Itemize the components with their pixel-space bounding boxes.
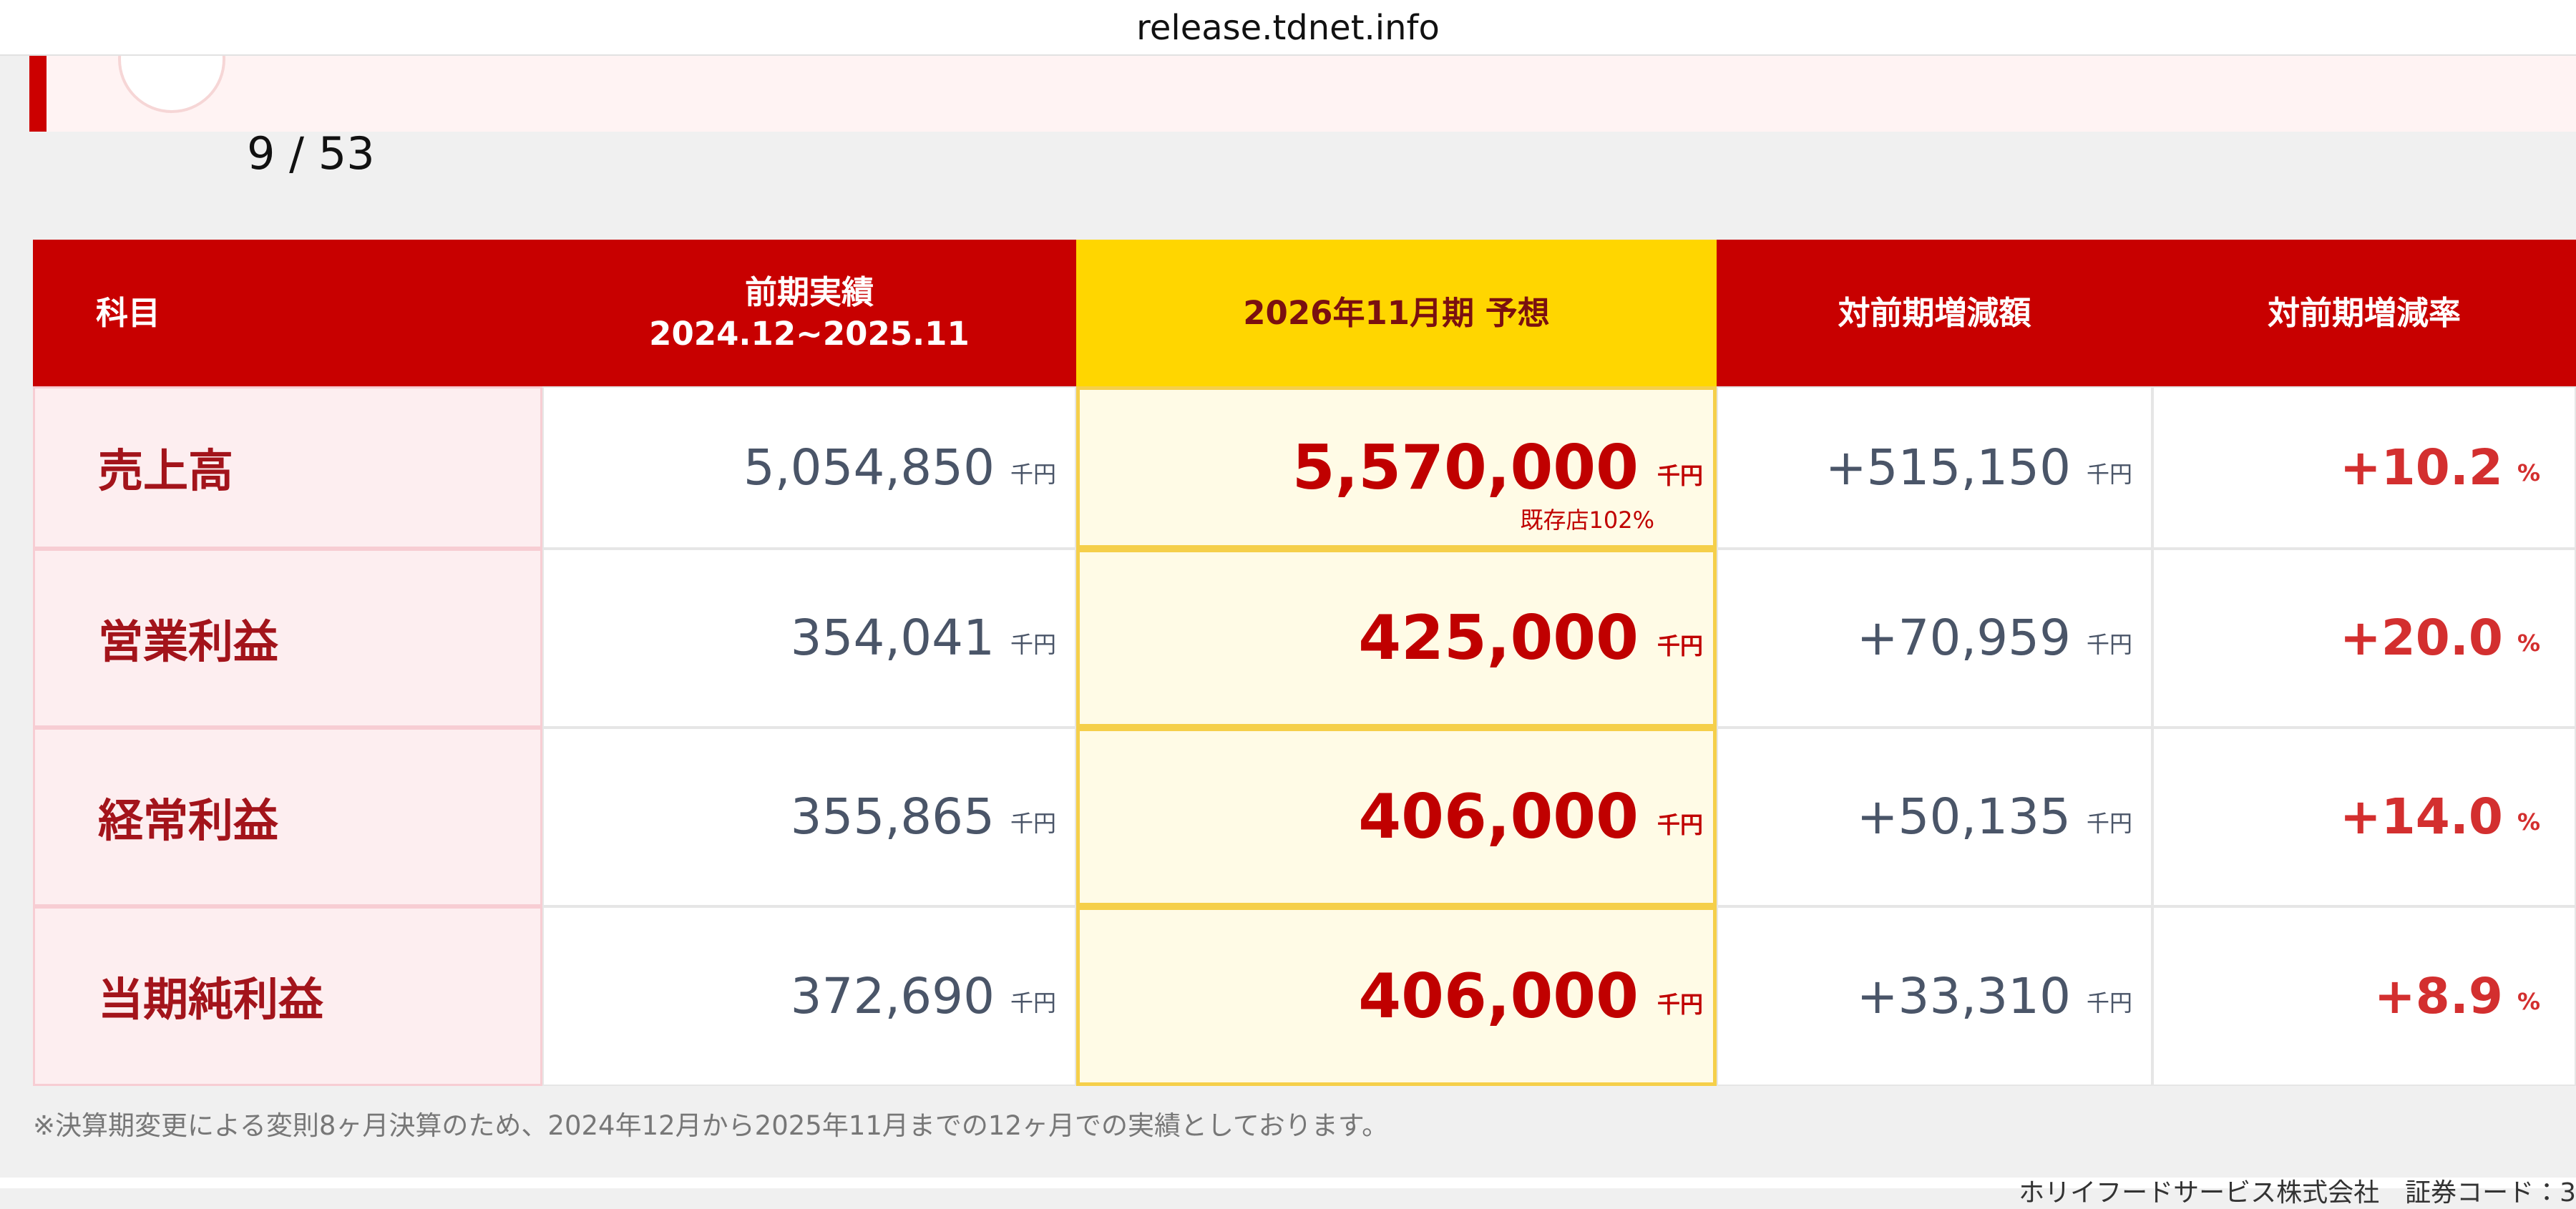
unit: 千円	[2086, 460, 2132, 488]
previous-cell: 5,054,850 千円	[542, 386, 1076, 549]
column-header: 対前期増減額	[1717, 240, 2152, 386]
unit: 千円	[2086, 631, 2132, 658]
unit: 千円	[1010, 989, 1056, 1017]
row-label: 経常利益	[33, 728, 542, 906]
change-cell: +515,150 千円	[1717, 386, 2152, 549]
unit: 千円	[1657, 461, 1703, 489]
previous-value: 5,054,850	[743, 439, 995, 496]
previous-cell: 355,865 千円	[542, 728, 1076, 906]
previous-value: 354,041	[790, 610, 995, 667]
rate-value: +10.2	[2339, 439, 2503, 496]
column-header: 2026年11月期 予想	[1076, 240, 1717, 386]
header-line: 科目	[96, 293, 161, 332]
unit: 千円	[2086, 989, 2132, 1017]
unit: 千円	[1657, 811, 1703, 838]
change-cell: +33,310 千円	[1717, 906, 2152, 1086]
change-value: +33,310	[1856, 967, 2071, 1025]
column-header: 科目	[33, 240, 542, 386]
header-line: 2024.12~2025.11	[649, 314, 970, 353]
unit: 千円	[1010, 631, 1056, 658]
rate-cell: +20.0%	[2152, 549, 2576, 728]
change-value: +70,959	[1856, 610, 2071, 667]
column-header: 前期実績 2024.12~2025.11	[542, 240, 1076, 386]
unit: %	[2517, 808, 2540, 836]
change-cell: +70,959 千円	[1717, 549, 2152, 728]
banner	[29, 56, 2576, 132]
header-line: 対前期増減額	[1838, 293, 2031, 332]
forecast-note: 既存店102%	[1520, 506, 1655, 534]
footer	[0, 1178, 2576, 1188]
row-label: 営業利益	[33, 549, 542, 728]
forecast-value: 406,000	[1358, 781, 1639, 853]
unit: 千円	[1657, 632, 1703, 660]
rate-cell: +8.9%	[2152, 906, 2576, 1086]
forecast-cell: 406,000 千円	[1076, 906, 1717, 1086]
unit: 千円	[1010, 810, 1056, 837]
previous-value: 372,690	[790, 967, 995, 1025]
unit: %	[2517, 459, 2540, 486]
unit: 千円	[1010, 460, 1056, 488]
header-line: 2026年11月期 予想	[1243, 293, 1550, 332]
forecast-cell: 5,570,000 千円 既存店102%	[1076, 386, 1717, 549]
change-cell: +50,135 千円	[1717, 728, 2152, 906]
address-bar[interactable]: release.tdnet.info	[0, 0, 2576, 56]
change-value: +515,150	[1825, 439, 2071, 496]
forecast-value: 425,000	[1358, 602, 1639, 674]
row-label: 当期純利益	[33, 906, 542, 1086]
row-label: 売上高	[33, 386, 542, 549]
previous-cell: 372,690 千円	[542, 906, 1076, 1086]
footnote: ※決算期変更による変則8ヶ月決算のため、2024年12月から2025年11月まで…	[33, 1110, 1389, 1141]
unit: %	[2517, 987, 2540, 1015]
header-line: 対前期増減率	[2267, 293, 2461, 332]
column-header: 対前期増減率	[2152, 240, 2576, 386]
rate-cell: +10.2%	[2152, 386, 2576, 549]
previous-value: 355,865	[790, 788, 995, 846]
footer-text: ホリイフードサービス株式会社 証券コード：3	[2019, 1178, 2576, 1208]
forecast-value: 406,000	[1358, 960, 1639, 1032]
rate-value: +14.0	[2339, 788, 2503, 846]
forecast-value: 5,570,000	[1292, 431, 1639, 504]
forecast-cell: 406,000 千円	[1076, 728, 1717, 906]
header-line: 前期実績	[744, 273, 874, 311]
previous-cell: 354,041 千円	[542, 549, 1076, 728]
rate-value: +8.9	[2373, 967, 2503, 1025]
rate-cell: +14.0%	[2152, 728, 2576, 906]
unit: %	[2517, 630, 2540, 657]
rate-value: +20.0	[2339, 610, 2503, 667]
page-indicator: 9 / 53	[247, 127, 375, 180]
change-value: +50,135	[1856, 788, 2071, 846]
forecast-cell: 425,000 千円	[1076, 549, 1717, 728]
unit: 千円	[2086, 810, 2132, 837]
unit: 千円	[1657, 990, 1703, 1018]
